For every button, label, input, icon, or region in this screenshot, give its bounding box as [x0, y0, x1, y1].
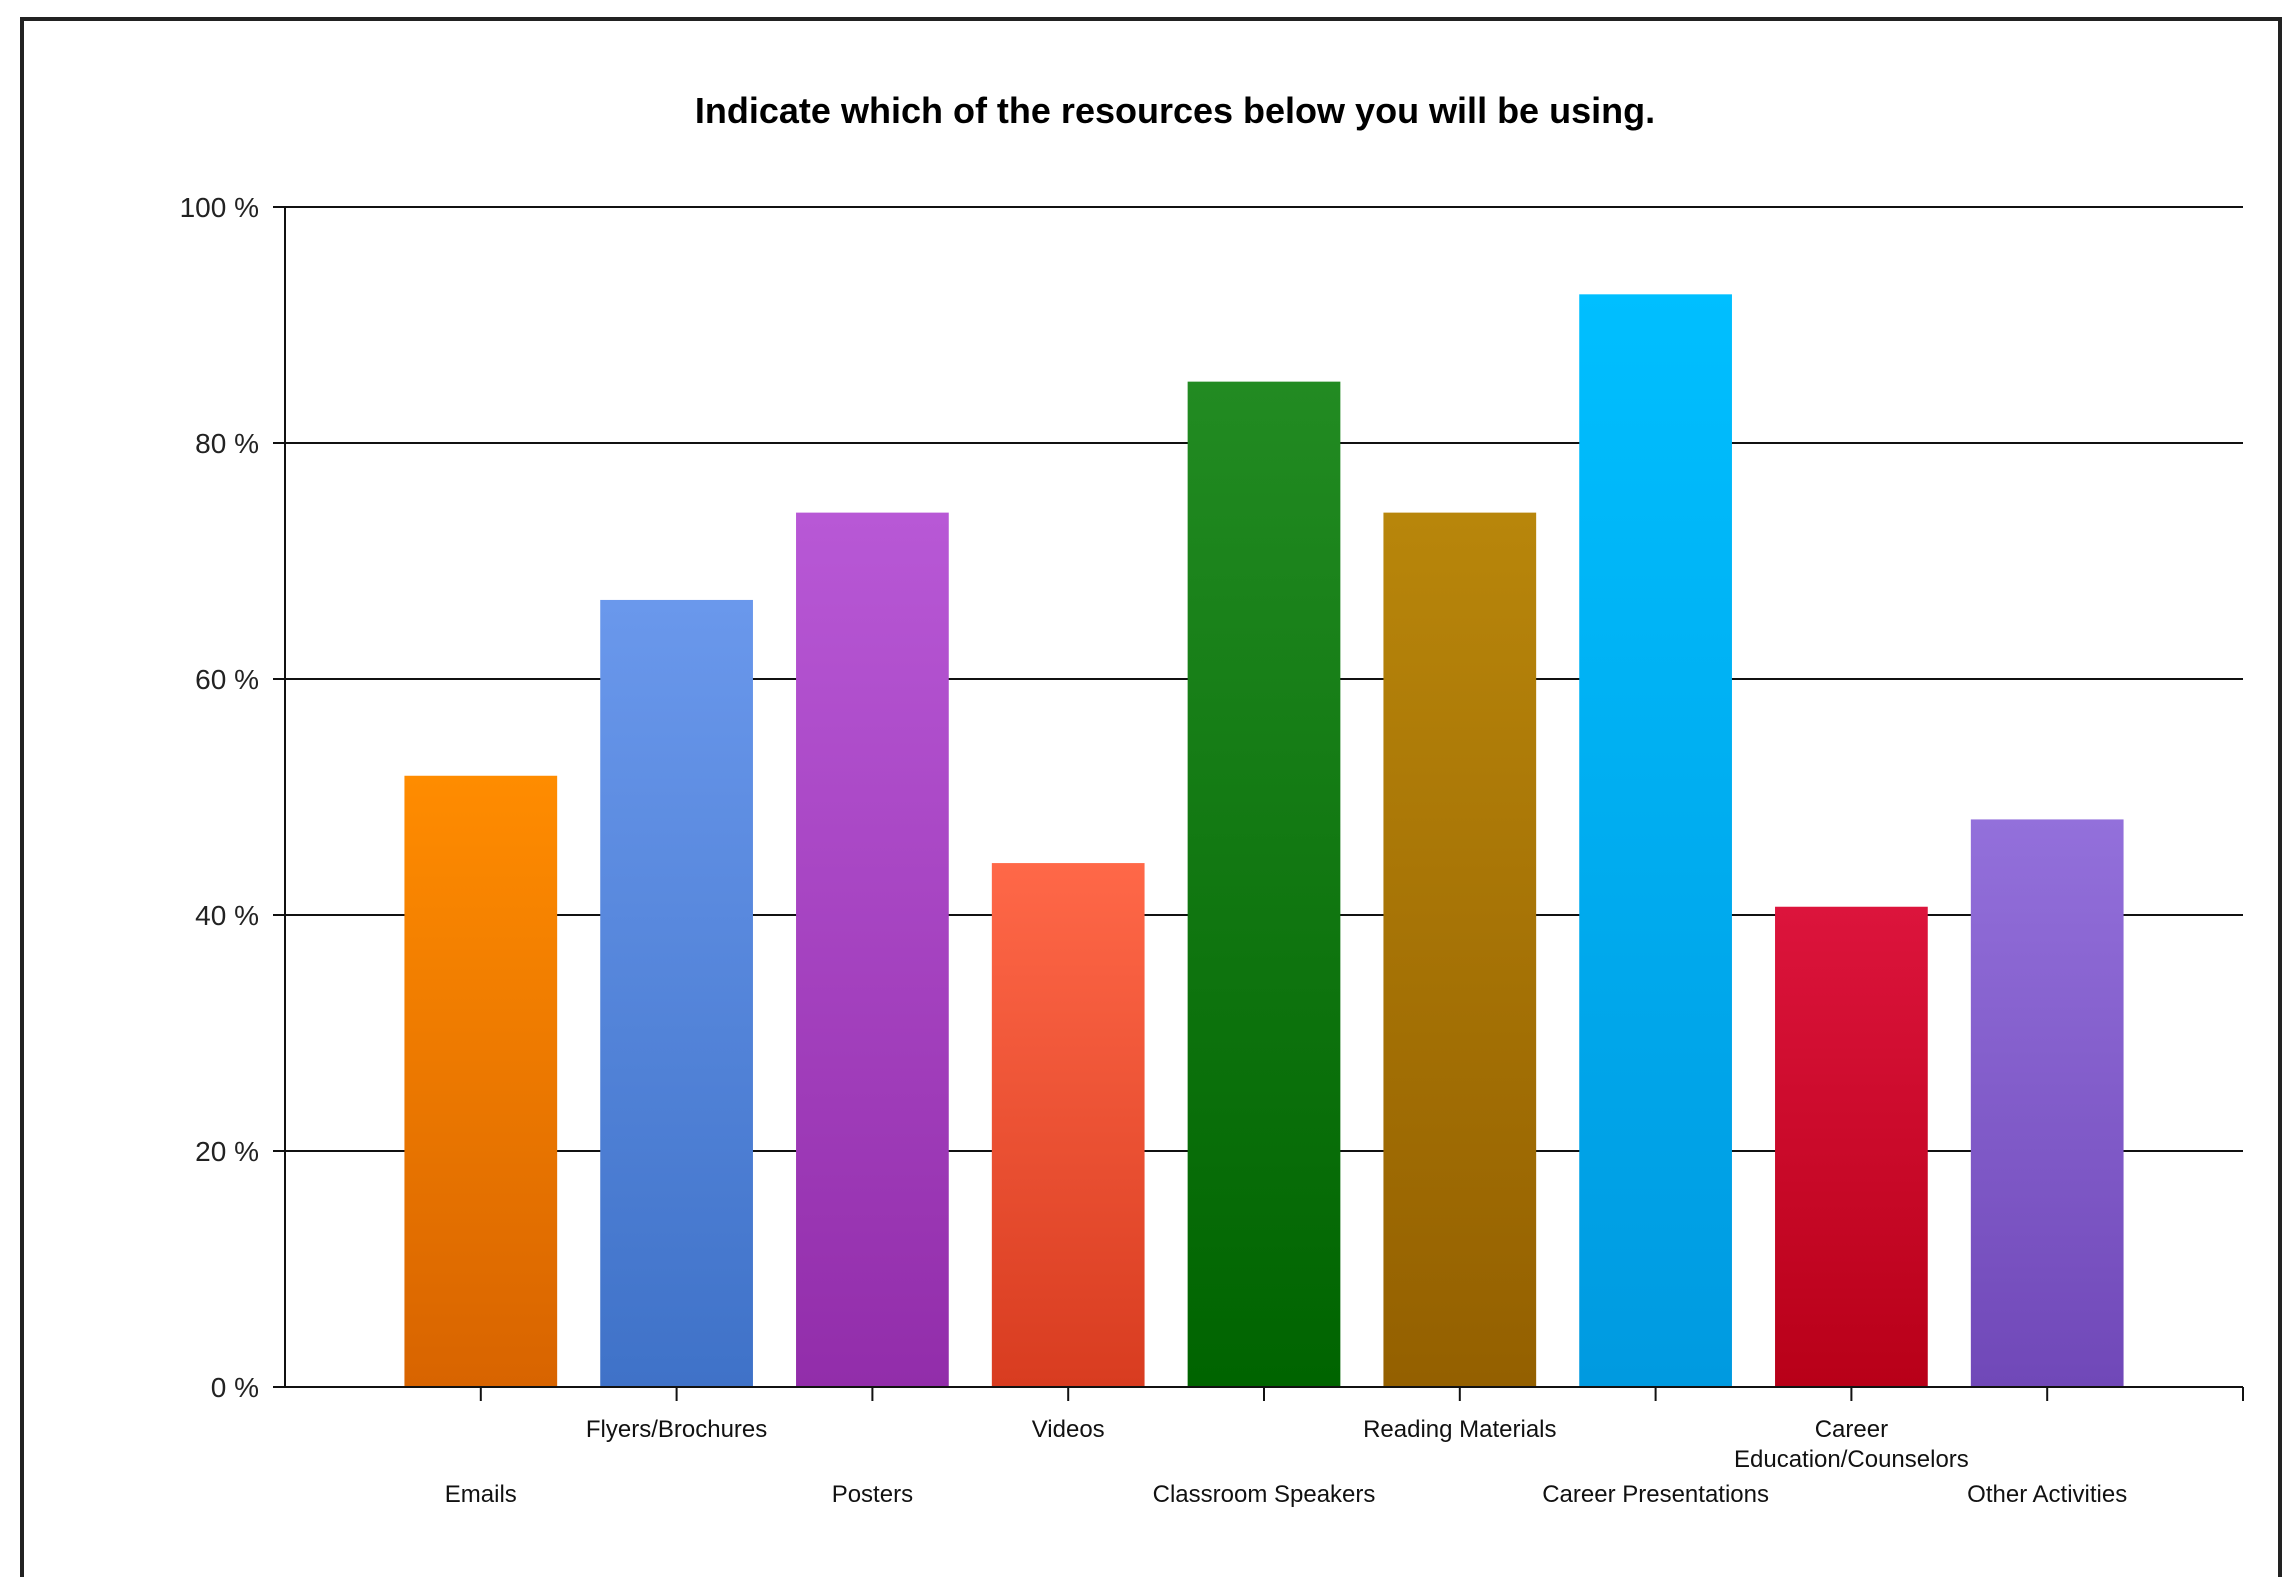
bar: [1383, 512, 1537, 1387]
y-tick-label: 20 %: [195, 1136, 259, 1167]
x-tick-label: Emails: [445, 1481, 517, 1508]
y-axis-ticks: 0 % 20 % 40 % 60 % 80 % 100 %: [180, 192, 285, 1403]
y-tick-label: 60 %: [195, 664, 259, 695]
bar: [991, 863, 1145, 1387]
x-tick-label: Flyers/Brochures: [586, 1416, 767, 1443]
bar: [1775, 906, 1928, 1387]
bar: [796, 512, 949, 1387]
chart-frame: Indicate which of the resources below yo…: [20, 17, 2282, 1577]
x-tick-label: Career Presentations: [1542, 1481, 1769, 1508]
chart-title: Indicate which of the resources below yo…: [695, 90, 1655, 131]
bar-chart: Indicate which of the resources below yo…: [180, 90, 2244, 1508]
x-axis-ticks: Emails Flyers/Brochures Posters Videos Class…: [445, 1387, 2244, 1508]
y-tick-label: 80 %: [195, 428, 259, 459]
axes: [273, 207, 2243, 1388]
y-tick-label: 40 %: [195, 900, 259, 931]
bar: [404, 775, 558, 1387]
bars: [404, 294, 2124, 1387]
x-tick-label: Classroom Speakers: [1153, 1481, 1376, 1508]
x-tick-label: Other Activities: [1967, 1481, 2127, 1508]
bar: [1579, 294, 1732, 1387]
y-tick-label: 100 %: [180, 192, 259, 223]
bar: [1187, 381, 1341, 1387]
bar: [1970, 819, 2124, 1387]
x-tick-label: Reading Materials: [1363, 1416, 1556, 1443]
x-tick-label: Career Education/Counselors: [1734, 1416, 1969, 1473]
x-tick-label: Videos: [1032, 1416, 1105, 1443]
x-tick-label: Posters: [832, 1481, 913, 1508]
y-tick-label: 0 %: [211, 1372, 259, 1403]
bar: [600, 599, 753, 1387]
